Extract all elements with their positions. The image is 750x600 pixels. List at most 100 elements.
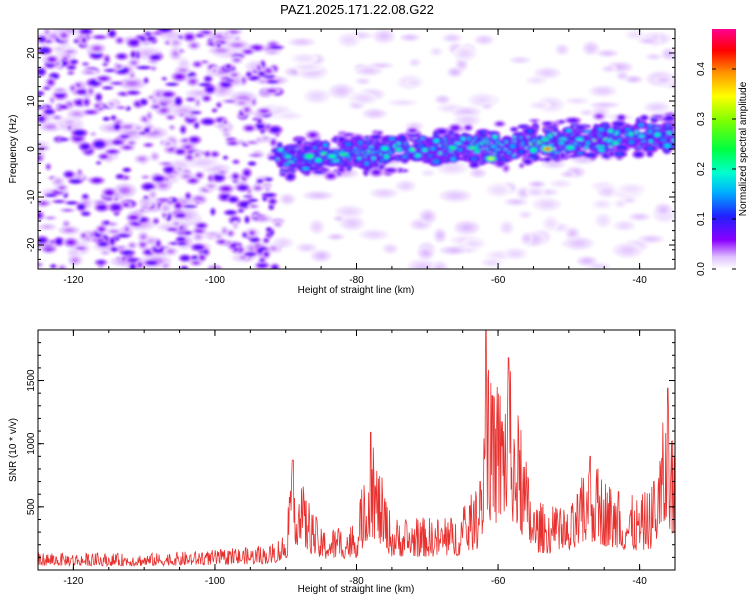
heatmap-cell: [340, 138, 344, 142]
heatmap-cell: [213, 109, 216, 112]
heatmap-cell: [360, 96, 368, 101]
heatmap-cell: [497, 123, 502, 125]
heatmap-cell: [131, 74, 134, 77]
heatmap-cell: [56, 200, 62, 203]
heatmap-cell: [173, 51, 178, 56]
heatmap-cell: [178, 214, 183, 217]
heatmap-cell: [102, 155, 106, 158]
heatmap-cell: [110, 223, 115, 225]
heatmap-cell: [317, 171, 322, 174]
heatmap-cell: [364, 69, 373, 73]
heatmap-cell: [212, 167, 221, 171]
heatmap-cell: [607, 67, 612, 70]
heatmap-cell: [148, 239, 154, 243]
heatmap-cell: [460, 62, 464, 67]
heatmap-cell: [185, 145, 191, 149]
heatmap-cell: [97, 36, 103, 38]
heatmap-cell: [163, 163, 169, 165]
heatmap-cell: [619, 146, 625, 150]
heatmap-cell: [543, 71, 552, 75]
heatmap-cell: [48, 63, 52, 66]
heatmap-cell: [119, 107, 123, 109]
heatmap-cell: [239, 102, 244, 104]
heatmap-cell: [512, 200, 520, 204]
heatmap-cell: [111, 239, 114, 243]
heatmap-cell: [417, 222, 424, 227]
heatmap-cell: [52, 265, 55, 268]
heatmap-cell: [604, 52, 611, 55]
heatmap-cell: [322, 153, 326, 155]
heatmap-cell: [195, 92, 204, 95]
heatmap-cell: [139, 157, 145, 161]
heatmap-cell: [173, 41, 178, 45]
heatmap-cell: [122, 135, 127, 138]
heatmap-cell: [203, 84, 208, 86]
heatmap-cell: [144, 203, 149, 205]
heatmap-cell: [196, 201, 199, 204]
heatmap-cell: [374, 171, 379, 174]
heatmap-cell: [521, 125, 526, 128]
heatmap-cell: [149, 37, 153, 40]
heatmap-cell: [263, 197, 266, 200]
heatmap-cell: [160, 103, 165, 105]
heatmap-cell: [179, 238, 183, 241]
heatmap-cell: [110, 150, 115, 153]
heatmap-cell: [618, 202, 622, 205]
heatmap-cell: [105, 57, 109, 61]
heatmap-cell: [136, 102, 140, 106]
heatmap-cell: [131, 265, 134, 269]
heatmap-cell: [616, 152, 622, 156]
heatmap-cell: [112, 116, 115, 119]
heatmap-cell: [114, 82, 120, 85]
heatmap-cell: [534, 183, 540, 186]
heatmap-cell: [253, 239, 257, 241]
heatmap-cell: [252, 205, 256, 207]
heatmap-cell: [241, 256, 245, 259]
heatmap-cell: [79, 90, 85, 93]
heatmap-cell: [141, 218, 146, 221]
heatmap-cell: [39, 117, 43, 121]
heatmap-cell: [188, 155, 192, 159]
heatmap-cell: [318, 254, 324, 258]
heatmap-cell: [72, 251, 77, 255]
heatmap-cell: [197, 229, 202, 232]
heatmap-cell: [154, 220, 158, 223]
heatmap-cell: [271, 200, 275, 203]
heatmap-cell: [388, 247, 393, 251]
heatmap-cell: [146, 185, 151, 188]
heatmap-cell: [504, 166, 508, 170]
heatmap-cell: [620, 74, 625, 78]
heatmap-cell: [489, 261, 495, 264]
heatmap-cell: [261, 110, 267, 113]
heatmap-cell: [588, 154, 593, 157]
heatmap-cell: [141, 67, 147, 69]
heatmap-cell: [337, 89, 345, 94]
heatmap-cell: [62, 33, 66, 37]
heatmap-cell: [99, 261, 103, 264]
heatmap-cell: [417, 140, 422, 142]
heatmap-cell: [478, 98, 487, 103]
heatmap-cell: [495, 253, 504, 257]
heatmap-cell: [466, 126, 470, 129]
heatmap-cell: [520, 164, 523, 167]
heatmap-cell: [50, 58, 54, 61]
heatmap-cell: [228, 211, 233, 214]
heatmap-cell: [246, 195, 250, 198]
heatmap-cell: [154, 105, 158, 108]
heatmap-cell: [125, 227, 129, 231]
heatmap-cell: [577, 138, 583, 142]
heatmap-cell: [664, 127, 670, 129]
heatmap-cell: [196, 235, 201, 239]
heatmap-cell: [235, 248, 238, 251]
heatmap-cell: [47, 40, 50, 43]
heatmap-cell: [281, 170, 284, 173]
heatmap-cell: [666, 117, 672, 120]
heatmap-cell: [648, 125, 653, 127]
heatmap-cell: [170, 83, 175, 85]
heatmap-cell: [526, 160, 530, 163]
heatmap-cell: [73, 258, 78, 262]
heatmap-cell: [240, 186, 245, 189]
chart-title: PAZ1.2025.171.22.08.G22: [280, 2, 434, 17]
heatmap-cell: [261, 80, 266, 83]
heatmap-cell: [169, 116, 172, 119]
